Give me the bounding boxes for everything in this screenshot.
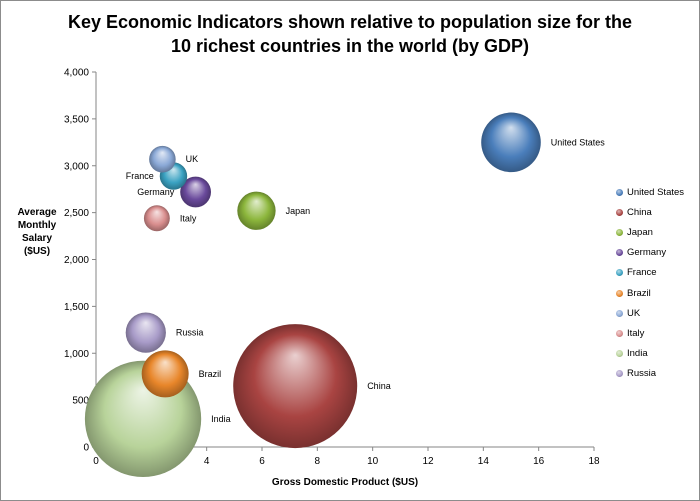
bubble-russia (125, 312, 166, 353)
bubble-uk (149, 145, 176, 173)
y-tick-label: 1,000 (64, 349, 89, 360)
y-tick-label: 0 (83, 443, 89, 454)
legend-item-uk: UK (616, 303, 700, 323)
legend: United States China Japan Germany France Braz… (616, 182, 700, 384)
x-tick-label: 14 (478, 456, 490, 467)
y-axis-label-line-3: Salary (21, 233, 53, 244)
y-axis-label-line-2: Monthly (17, 220, 57, 231)
legend-marker (616, 350, 623, 358)
bubble-label-france: France (126, 171, 154, 181)
bubble-germany (180, 176, 211, 208)
legend-marker (616, 208, 623, 216)
legend-item-russia: Russia (616, 364, 700, 384)
bubble-label-india: India (211, 414, 231, 424)
legend-marker (616, 249, 623, 257)
legend-item-italy: Italy (616, 323, 700, 343)
legend-label: United States (627, 186, 685, 198)
legend-marker (616, 370, 623, 378)
y-axis-label-line-4: ($US) (23, 246, 51, 257)
x-tick-label: 8 (315, 456, 321, 467)
legend-label: Japan (627, 226, 653, 238)
y-tick-label: 500 (72, 396, 89, 407)
legend-label: France (627, 267, 657, 279)
legend-label: Russia (627, 368, 657, 380)
bubble-label-united-states: United States (551, 137, 606, 147)
legend-label: China (627, 206, 652, 218)
x-tick-label: 12 (422, 456, 434, 467)
bubble-label-germany: Germany (137, 187, 175, 197)
legend-marker (616, 188, 623, 196)
legend-label: Brazil (627, 287, 651, 299)
legend-marker (616, 269, 623, 277)
legend-label: Italy (627, 327, 645, 339)
legend-item-france: France (616, 263, 700, 283)
x-tick-label: 4 (204, 456, 210, 467)
legend-label: UK (627, 307, 641, 319)
x-tick-label: 18 (588, 456, 600, 467)
x-tick-label: 0 (93, 456, 99, 467)
legend-item-germany: Germany (616, 243, 700, 263)
y-axis-label-line-1: Average (17, 207, 57, 218)
y-axis-label: Average Monthly Salary ($US) (2, 206, 72, 258)
legend-label: India (627, 348, 648, 360)
legend-item-brazil: Brazil (616, 283, 700, 303)
legend-item-united-states: United States (616, 182, 700, 202)
bubble-label-china: China (367, 381, 391, 391)
chart-title-line-1: Key Economic Indicators shown relative t… (67, 12, 633, 32)
legend-item-japan: Japan (616, 222, 700, 242)
x-tick-label: 6 (259, 456, 265, 467)
chart-title-line-2: 10 richest countries in the world (by GD… (170, 36, 530, 56)
bubble-label-uk: UK (186, 154, 199, 164)
bubble-china (233, 324, 358, 449)
legend-item-china: China (616, 202, 700, 222)
legend-marker (616, 309, 623, 317)
bubble-japan (237, 191, 276, 230)
legend-label: Germany (627, 247, 667, 259)
legend-marker (616, 228, 623, 236)
bubble-united-states (481, 112, 541, 173)
y-tick-label: 2,000 (64, 255, 89, 266)
bubble-label-italy: Italy (180, 213, 197, 223)
y-tick-label: 2,500 (64, 208, 89, 219)
legend-item-india: India (616, 344, 700, 364)
x-tick-label: 16 (533, 456, 545, 467)
y-tick-label: 3,000 (64, 161, 89, 172)
x-axis-label: Gross Domestic Product ($US) (271, 477, 419, 488)
bubble-label-japan: Japan (286, 206, 311, 216)
x-tick-label: 10 (367, 456, 379, 467)
legend-marker (616, 289, 623, 297)
chart-title: Key Economic Indicators shown relative t… (0, 10, 700, 58)
bubble-label-russia: Russia (176, 328, 204, 338)
bubble-brazil (141, 350, 189, 398)
bubble-label-brazil: Brazil (199, 369, 222, 379)
y-tick-label: 1,500 (64, 302, 89, 313)
y-tick-label: 4,000 (64, 68, 89, 79)
legend-marker (616, 329, 623, 337)
bubble-italy (143, 205, 170, 232)
y-tick-label: 3,500 (64, 114, 89, 125)
